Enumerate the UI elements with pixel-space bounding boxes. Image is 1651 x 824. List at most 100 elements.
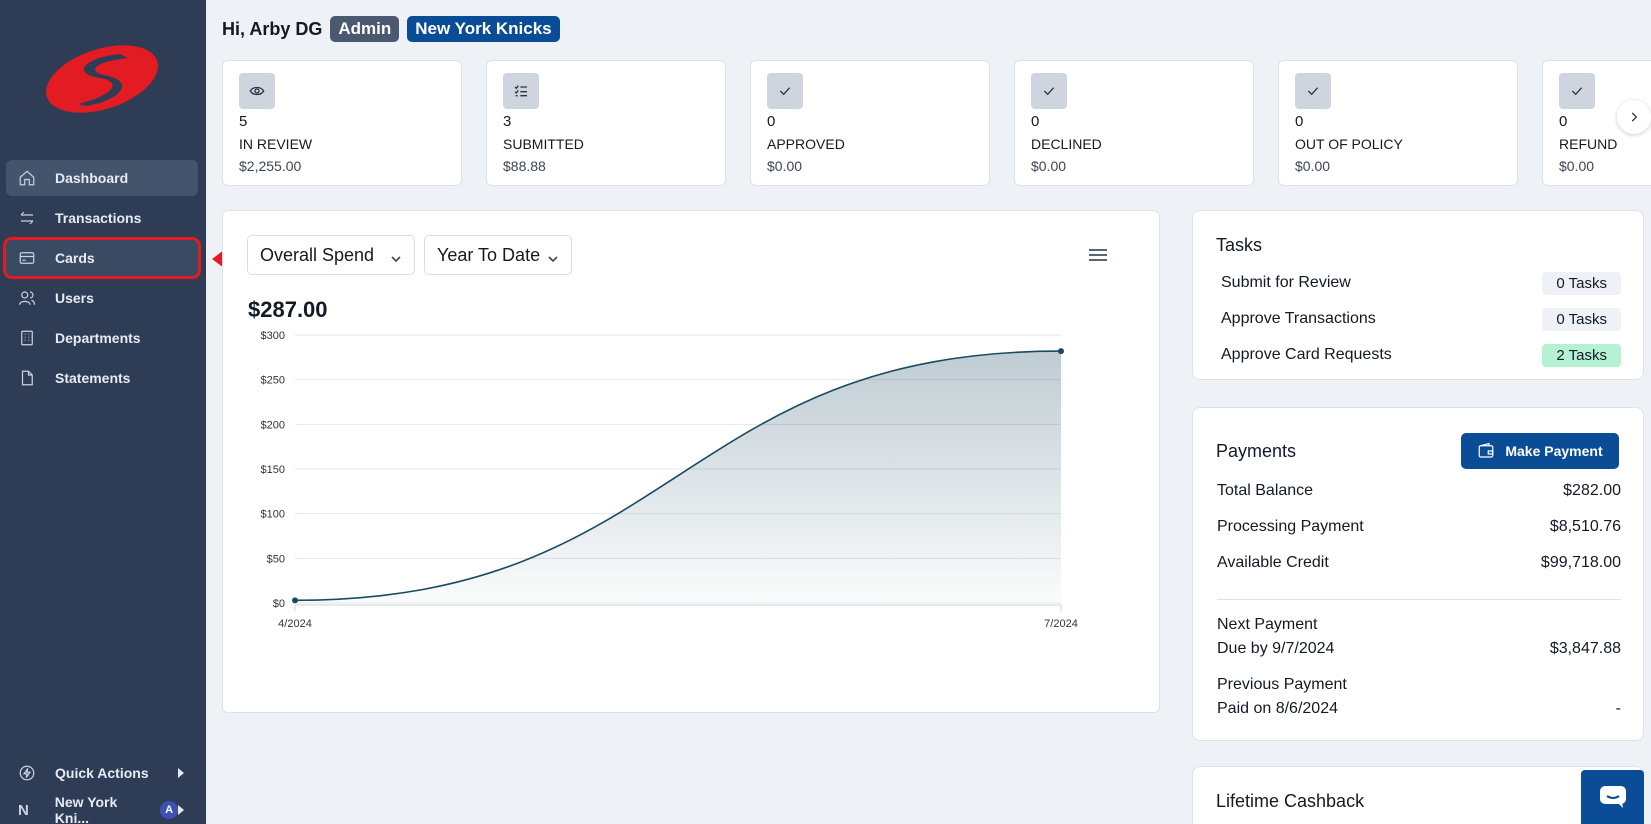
avatar: A xyxy=(160,801,178,819)
total-balance-value: $282.00 xyxy=(1563,482,1621,499)
stat-count: 0 xyxy=(1295,113,1304,130)
users-icon xyxy=(18,289,36,307)
previous-payment-amount: - xyxy=(1615,700,1621,717)
caret-right-icon xyxy=(178,768,184,778)
stat-count: 0 xyxy=(1559,113,1568,130)
y-tick-label: $0 xyxy=(273,598,285,610)
y-tick-label: $100 xyxy=(261,509,285,521)
x-tick-label: 4/2024 xyxy=(278,618,312,630)
task-row-approve-cards[interactable]: Approve Card Requests 2 Tasks xyxy=(1221,343,1621,367)
sidebar-item-statements[interactable]: Statements xyxy=(6,360,198,396)
stat-amount: $0.00 xyxy=(767,158,803,174)
card-icon xyxy=(18,249,36,267)
check-icon xyxy=(767,73,803,109)
metric-select[interactable]: Overall Spend xyxy=(247,235,415,275)
task-count-pill: 0 Tasks xyxy=(1542,271,1621,295)
document-icon xyxy=(18,369,36,387)
stat-amount: $88.88 xyxy=(503,158,546,174)
task-count-pill: 2 Tasks xyxy=(1542,343,1621,367)
sidebar-item-transactions[interactable]: Transactions xyxy=(6,200,198,236)
chat-icon xyxy=(1599,786,1626,808)
tasks-title: Tasks xyxy=(1216,235,1263,255)
quick-actions-button[interactable]: Quick Actions xyxy=(6,758,198,788)
total-balance-label: Total Balance xyxy=(1217,482,1314,499)
task-label: Approve Transactions xyxy=(1221,310,1376,327)
previous-payment-label: Previous Payment xyxy=(1217,676,1347,693)
transfer-icon xyxy=(18,209,36,227)
sidebar-item-label: Transactions xyxy=(55,210,142,226)
stat-card-submitted[interactable]: 3 SUBMITTED $88.88 xyxy=(486,60,726,186)
processing-payment-row: Processing Payment $8,510.76 xyxy=(1217,518,1621,536)
sidebar-item-label: Users xyxy=(55,290,94,306)
chevron-right-icon xyxy=(1631,112,1638,122)
available-credit-label: Available Credit xyxy=(1217,554,1329,571)
chart-menu-icon[interactable] xyxy=(1089,249,1107,264)
stat-card-declined[interactable]: 0 DECLINED $0.00 xyxy=(1014,60,1254,186)
stat-label: OUT OF POLICY xyxy=(1295,136,1403,152)
divider xyxy=(1217,599,1621,600)
org-letter: N xyxy=(18,801,29,819)
building-icon xyxy=(18,329,36,347)
check-icon xyxy=(1031,73,1067,109)
home-icon xyxy=(18,169,36,187)
processing-payment-value: $8,510.76 xyxy=(1549,518,1621,535)
sidebar-item-dashboard[interactable]: Dashboard xyxy=(6,160,198,196)
spend-chart: $0 $50 $100 $150 $200 $250 $300 4/2024 7/2024 xyxy=(261,330,1078,630)
org-switcher[interactable]: N New York Kni... A xyxy=(6,794,198,824)
previous-payment-row: Paid on 8/6/2024 - xyxy=(1217,700,1621,718)
stat-label: SUBMITTED xyxy=(503,136,584,152)
next-payment-label: Next Payment xyxy=(1217,616,1318,633)
task-row-submit[interactable]: Submit for Review 0 Tasks xyxy=(1221,271,1621,295)
processing-payment-label: Processing Payment xyxy=(1217,518,1364,535)
stat-amount: $0.00 xyxy=(1295,158,1331,174)
next-payment-row: Due by 9/7/2024 $3,847.88 xyxy=(1217,640,1621,658)
stat-card-approved[interactable]: 0 APPROVED $0.00 xyxy=(750,60,990,186)
next-payment-amount: $3,847.88 xyxy=(1549,640,1621,657)
task-label: Submit for Review xyxy=(1221,274,1351,291)
series-line xyxy=(294,350,1062,602)
range-select[interactable]: Year To Date xyxy=(424,235,572,275)
cashback-title: Lifetime Cashback xyxy=(1216,791,1365,811)
stat-card-refund[interactable]: 0 REFUND $0.00 xyxy=(1542,60,1651,186)
sidebar-item-departments[interactable]: Departments xyxy=(6,320,198,356)
make-payment-button[interactable]: Make Payment xyxy=(1461,433,1619,469)
org-name: New York Kni... xyxy=(54,794,118,824)
y-tick-label: $50 xyxy=(267,553,285,565)
check-icon xyxy=(1559,73,1595,109)
chart-total: $287.00 xyxy=(248,297,328,322)
check-icon xyxy=(1295,73,1331,109)
sidebar-item-cards[interactable]: Cards xyxy=(3,237,201,279)
sidebar-item-users[interactable]: Users xyxy=(6,280,198,316)
page-header: Hi, Arby DG Admin New York Knicks xyxy=(222,16,560,42)
metric-select-value: Overall Spend xyxy=(260,244,375,265)
previous-payment-paid: Paid on 8/6/2024 xyxy=(1217,700,1338,717)
task-count-pill: 0 Tasks xyxy=(1542,307,1621,331)
org-badge: New York Knicks xyxy=(407,16,560,42)
stats-next-button[interactable] xyxy=(1617,100,1651,134)
stat-amount: $0.00 xyxy=(1031,158,1067,174)
y-tick-label: $250 xyxy=(261,375,285,387)
area-fill xyxy=(295,351,1061,603)
role-badge: Admin xyxy=(330,16,400,42)
stat-label: REFUND xyxy=(1559,136,1618,152)
chevron-down-icon xyxy=(390,249,402,270)
sidebar-item-label: Statements xyxy=(55,370,131,386)
available-credit-value: $99,718.00 xyxy=(1540,554,1621,571)
task-row-approve-transactions[interactable]: Approve Transactions 0 Tasks xyxy=(1221,307,1621,331)
stat-amount: $0.00 xyxy=(1559,158,1595,174)
greeting: Hi, Arby DG xyxy=(222,18,323,39)
stat-amount: $2,255.00 xyxy=(239,158,302,174)
chat-button[interactable] xyxy=(1581,770,1644,824)
checklist-icon xyxy=(503,73,539,109)
y-tick-label: $200 xyxy=(261,419,285,431)
range-select-value: Year To Date xyxy=(437,244,541,265)
sidebar-item-label: Dashboard xyxy=(55,170,129,186)
stat-count: 0 xyxy=(1031,113,1040,130)
sidebar-nav: Dashboard Transactions Cards Users Depar… xyxy=(3,160,201,400)
stat-card-out-of-policy[interactable]: 0 OUT OF POLICY $0.00 xyxy=(1278,60,1518,186)
quick-actions-label: Quick Actions xyxy=(55,765,149,781)
tasks-panel: Tasks Submit for Review 0 Tasks Approve … xyxy=(1192,210,1644,380)
stat-card-in-review[interactable]: 5 IN REVIEW $2,255.00 xyxy=(222,60,462,186)
data-point xyxy=(292,597,298,604)
chevron-down-icon xyxy=(547,249,559,270)
